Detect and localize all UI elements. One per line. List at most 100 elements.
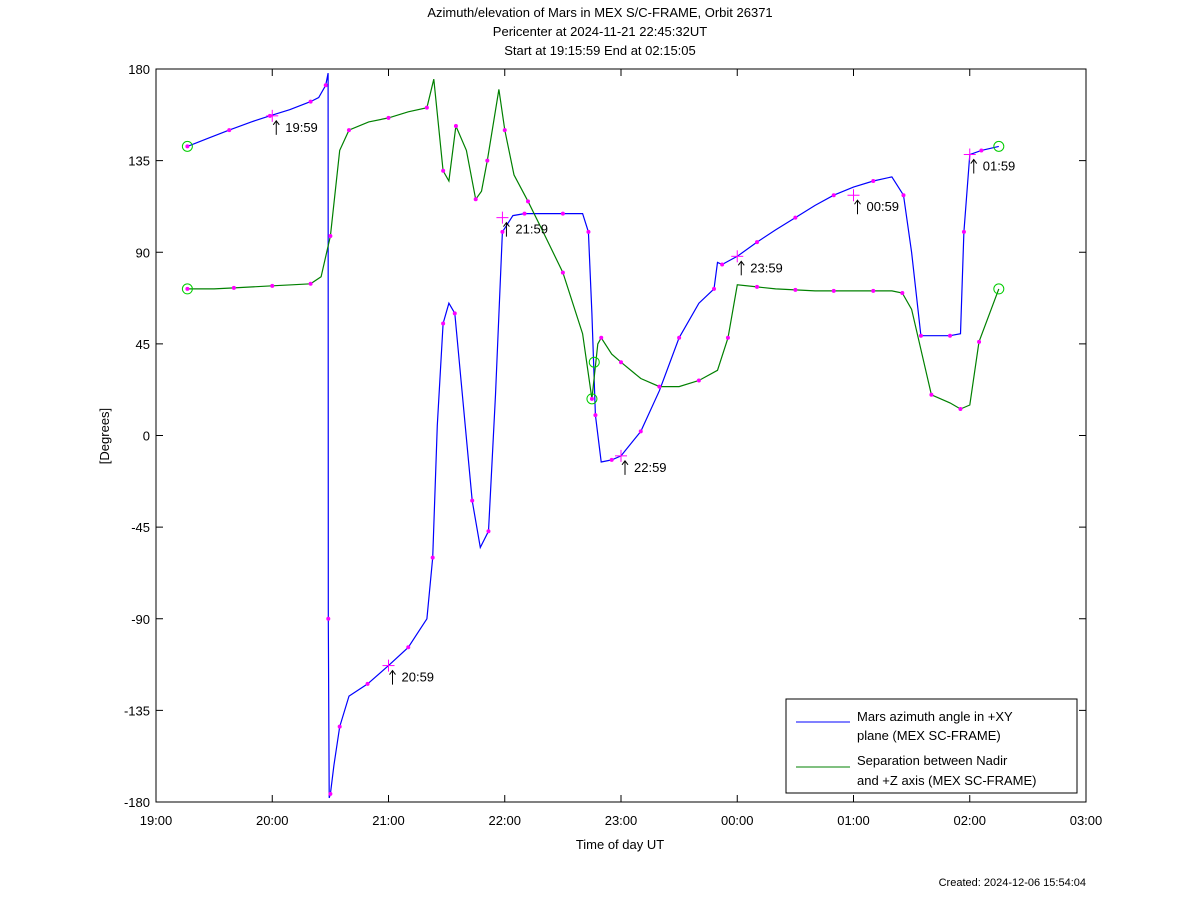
data-point — [755, 240, 760, 245]
data-point — [831, 288, 836, 293]
x-tick-label: 21:00 — [372, 813, 405, 828]
x-tick-label: 23:00 — [605, 813, 638, 828]
data-point — [793, 215, 798, 220]
series-line-separation — [187, 79, 1000, 410]
legend-label-separation-line1: Separation between Nadir — [857, 753, 1008, 768]
data-point — [901, 193, 906, 198]
orbit-marker-2059: 20:59 — [382, 659, 435, 685]
data-point — [677, 335, 682, 340]
data-point — [977, 339, 982, 344]
data-point — [712, 286, 716, 291]
legend-label-azimuth-line2: plane (MEX SC-FRAME) — [857, 728, 1001, 743]
pericenter-circle-marker — [588, 356, 600, 368]
series-endpoint-circle — [993, 140, 1005, 152]
data-point — [725, 335, 730, 340]
orbit-marker-arrowhead — [389, 669, 396, 675]
data-point — [586, 229, 591, 234]
data-point — [918, 333, 923, 338]
data-point — [831, 193, 836, 198]
orbit-marker-arrowhead — [737, 260, 745, 266]
data-point — [502, 128, 507, 133]
data-point — [231, 285, 236, 290]
orbit-marker-2159: 21:59 — [496, 211, 548, 237]
x-tick-label: 20:00 — [256, 813, 289, 828]
orbit-marker-label: 20:59 — [402, 670, 435, 685]
x-tick-label: 02:00 — [953, 813, 986, 828]
created-timestamp: Created: 2024-12-06 15:54:04 — [938, 877, 1086, 889]
series-line-azimuth — [187, 72, 999, 799]
orbit-marker-0059: 00:59 — [847, 189, 900, 215]
data-point — [560, 211, 565, 216]
data-point — [638, 429, 643, 434]
series-endpoint-circle — [181, 283, 193, 295]
y-tick-label: 180 — [128, 62, 150, 77]
data-point — [346, 128, 351, 133]
data-point — [441, 168, 446, 173]
data-point — [599, 335, 604, 340]
plot-area-frame — [155, 68, 1087, 803]
data-point — [485, 158, 490, 163]
data-point — [593, 413, 598, 418]
data-point — [500, 229, 505, 234]
data-point — [365, 681, 370, 686]
orbit-marker-label: 22:59 — [634, 460, 667, 475]
data-point — [619, 360, 623, 365]
data-point — [453, 124, 458, 129]
data-point — [929, 392, 934, 397]
data-point — [657, 384, 662, 389]
data-point — [609, 457, 614, 462]
y-tick-label: 0 — [143, 429, 150, 444]
orbit-marker-arrowhead — [970, 158, 978, 164]
y-tick-label: 45 — [136, 337, 150, 352]
data-point — [486, 529, 491, 534]
data-point — [793, 287, 798, 292]
data-point — [227, 128, 232, 133]
series-endpoint-circle — [181, 140, 193, 152]
orbit-marker-label: 00:59 — [867, 199, 900, 214]
data-point — [430, 555, 435, 560]
data-point — [871, 178, 876, 183]
y-tick-label: -135 — [124, 703, 150, 718]
x-tick-label: 19:00 — [140, 813, 173, 828]
y-tick-label: 90 — [136, 245, 150, 260]
orbit-marker-arrowhead — [272, 119, 280, 126]
data-point — [526, 199, 530, 204]
legend: Mars azimuth angle in +XY plane (MEX SC-… — [785, 698, 1078, 794]
series-endpoint-circle — [993, 283, 1005, 295]
data-point — [900, 290, 905, 295]
data-point — [308, 99, 313, 104]
y-axis-ticks: -180 -135 -90 -45 0 45 90 135 180 — [124, 62, 1086, 810]
data-point — [323, 83, 328, 88]
x-tick-label: 00:00 — [721, 813, 754, 828]
y-tick-label: -90 — [131, 612, 150, 627]
data-point — [270, 283, 275, 288]
pericenter-circle-marker — [586, 393, 598, 405]
orbit-marker-arrowhead — [621, 460, 629, 466]
data-point — [470, 498, 475, 503]
chart-title: Azimuth/elevation of Mars in MEX S/C-FRA… — [427, 5, 772, 20]
legend-label-azimuth-line1: Mars azimuth angle in +XY — [857, 709, 1013, 724]
orbit-marker-label: 01:59 — [983, 159, 1016, 174]
data-point — [328, 233, 333, 238]
orbit-marker-arrowhead — [854, 199, 861, 205]
data-point — [696, 378, 701, 383]
data-point — [308, 281, 313, 286]
x-axis-label: Time of day UT — [576, 837, 664, 852]
data-point — [589, 396, 594, 401]
y-tick-label: 135 — [128, 154, 150, 169]
y-tick-label: -45 — [131, 520, 150, 535]
x-tick-label: 01:00 — [837, 813, 870, 828]
data-point — [185, 144, 190, 149]
orbit-marker-arrowhead — [503, 221, 510, 227]
y-axis-label: [Degrees] — [97, 408, 112, 464]
data-point — [326, 616, 331, 621]
data-point — [560, 270, 565, 275]
x-tick-label: 22:00 — [488, 813, 521, 828]
chart-subtitle-pericenter: Pericenter at 2024-11-21 22:45:32UT — [493, 24, 707, 39]
data-point — [473, 197, 478, 202]
data-point — [947, 333, 952, 338]
orbit-marker-label: 19:59 — [285, 120, 318, 135]
orbit-time-markers: 19:59 20:59 21:59 22:59 23:59 00:59 01:59 — [266, 109, 1016, 685]
data-point — [424, 105, 429, 110]
